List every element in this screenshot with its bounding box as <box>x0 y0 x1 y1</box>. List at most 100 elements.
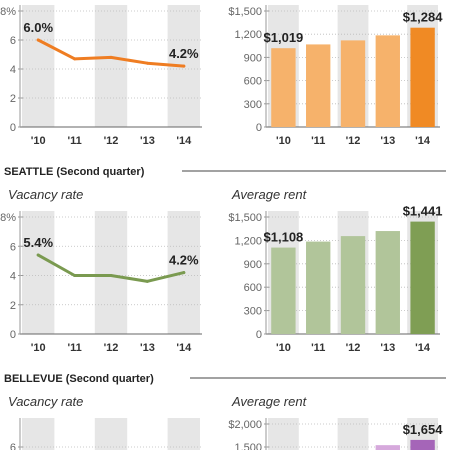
y-tick-label: 1,200 <box>234 29 262 41</box>
charts-layer: 02468%'10'11'12'13'146.0%4.2%03006009001… <box>0 5 443 450</box>
shaded-band <box>22 418 55 450</box>
x-tick-label: '11 <box>67 135 81 147</box>
vacancy-rate-title: Vacancy rate <box>8 187 83 202</box>
shaded-band <box>22 211 55 334</box>
x-tick-label: '13 <box>140 135 155 147</box>
bar <box>340 40 366 127</box>
y-tick-label: 8% <box>0 6 16 18</box>
data-point <box>109 55 113 59</box>
y-tick-label: 300 <box>244 306 262 318</box>
x-tick-label: '10 <box>276 135 291 147</box>
data-label: 5.4% <box>23 235 53 250</box>
data-label: $1,108 <box>264 230 304 245</box>
section-bellevue-header: BELLEVUE (Second quarter) <box>4 373 446 385</box>
data-point <box>36 38 40 42</box>
x-tick-label: '12 <box>346 135 361 147</box>
section-title: BELLEVUE (Second quarter) <box>4 373 154 385</box>
bar <box>306 241 331 334</box>
data-point <box>73 274 77 277</box>
shaded-band <box>94 211 128 334</box>
y-tick-label: 4 <box>10 271 16 283</box>
y-tick-label: 6 <box>10 35 16 47</box>
section-seattle-header: SEATTLE (Second quarter) <box>4 166 446 178</box>
x-tick-label: '12 <box>104 135 119 147</box>
x-tick-label: '11 <box>311 135 325 147</box>
chart-panel-2: 0 2 4 6 8% '10 '11 '12 '13 '14 5.4% 4.2% <box>0 211 202 354</box>
y-tick-label: 0 <box>10 122 16 134</box>
bar <box>375 35 400 127</box>
x-tick-label: '10 <box>276 342 291 354</box>
y-tick-label: 1,500 <box>234 442 262 450</box>
average-rent-title: Average rent <box>231 394 308 409</box>
data-label: 4.2% <box>169 253 199 268</box>
x-tick-label: '10 <box>31 135 46 147</box>
x-tick-label: '14 <box>415 342 431 354</box>
chart-panel-3: 0 300 600 900 1,200 $1,500 '10 '11 '12 '13 '14 $1,1… <box>228 204 442 354</box>
y-tick-label: 900 <box>244 259 262 271</box>
x-tick-label: '13 <box>380 135 395 147</box>
y-tick-label: $1,500 <box>228 212 262 224</box>
y-tick-label: 600 <box>244 76 262 88</box>
x-tick-label: '10 <box>31 342 46 354</box>
y-tick-label: 6 <box>10 241 16 253</box>
data-point <box>182 64 186 68</box>
y-tick-label: 6 <box>10 442 16 450</box>
data-label: 6.0% <box>23 20 53 35</box>
shaded-band <box>167 418 200 450</box>
x-tick-label: '13 <box>380 342 395 354</box>
bar <box>375 445 400 450</box>
y-tick-label: 900 <box>244 52 262 64</box>
section-title: SEATTLE (Second quarter) <box>4 166 145 178</box>
x-tick-label: '14 <box>176 135 192 147</box>
x-tick-label: '12 <box>104 342 119 354</box>
shaded-band <box>22 5 55 127</box>
bar <box>271 247 296 334</box>
y-tick-label: 4 <box>10 64 16 76</box>
average-rent-title: Average rent <box>231 187 308 202</box>
data-point <box>145 279 149 283</box>
shaded-band <box>94 5 128 127</box>
data-point <box>145 61 149 65</box>
bar <box>271 48 296 127</box>
bar <box>375 231 400 334</box>
y-tick-label: 0 <box>256 122 262 134</box>
chart-panel-4: 64.9% <box>10 418 202 450</box>
y-tick-label: 300 <box>244 99 262 111</box>
x-tick-label: '14 <box>176 342 192 354</box>
data-point <box>73 57 77 61</box>
data-label: $1,654 <box>403 422 444 437</box>
x-tick-label: '11 <box>67 342 81 354</box>
y-tick-label: 0 <box>10 329 16 341</box>
data-label: $1,441 <box>403 204 443 219</box>
data-point <box>36 253 40 257</box>
x-tick-label: '13 <box>140 342 155 354</box>
data-label: $1,019 <box>264 30 304 45</box>
bar <box>306 44 331 127</box>
bar <box>340 236 366 334</box>
bar <box>410 27 435 127</box>
data-label: 4.2% <box>169 46 199 61</box>
y-tick-label: $1,500 <box>228 6 262 18</box>
y-tick-label: 600 <box>244 282 262 294</box>
bar <box>410 439 435 450</box>
shaded-band <box>94 418 128 450</box>
y-tick-label: 1,200 <box>234 235 262 247</box>
shaded-band <box>268 418 299 450</box>
data-point <box>182 271 186 275</box>
bar <box>410 221 435 334</box>
data-label: $1,284 <box>403 10 444 25</box>
shaded-band <box>337 418 369 450</box>
vacancy-rate-title: Vacancy rate <box>8 394 83 409</box>
y-tick-label: 2 <box>10 93 16 105</box>
chart-panel-5: 1,500 $2,000 $1,654 <box>228 418 443 450</box>
chart-panel-0: 0 2 4 6 8% '10 '11 '12 '13 '14 6.0% 4.2% <box>0 5 202 147</box>
x-tick-label: '11 <box>311 342 325 354</box>
y-tick-label: 0 <box>256 329 262 341</box>
data-point <box>109 274 113 277</box>
y-tick-label: 2 <box>10 300 16 312</box>
chart-panel-1: 0 300 600 900 1,200 $1,500 '10 '11 '12 '13 '14 $1,0… <box>228 5 443 147</box>
y-tick-label: 8% <box>0 212 16 224</box>
y-tick-label: $2,000 <box>228 419 262 431</box>
x-tick-label: '14 <box>415 135 431 147</box>
